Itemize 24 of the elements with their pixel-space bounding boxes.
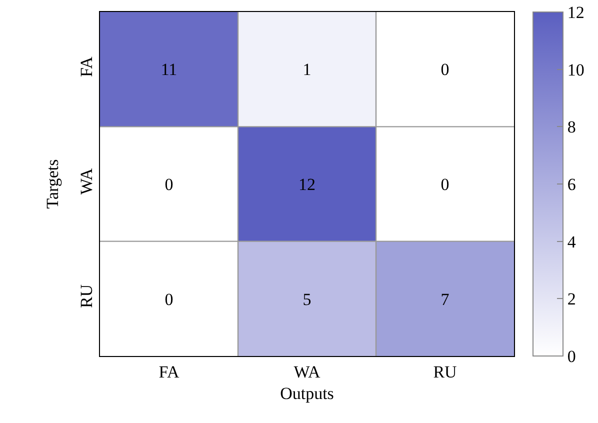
data-label: 0 — [164, 174, 174, 194]
data-label: 1 — [302, 60, 312, 79]
color-bar-label: 0 — [567, 346, 576, 366]
y-tick-label: FA — [77, 56, 96, 78]
color-bar-label: 4 — [567, 232, 576, 252]
y-axis-title: Targets — [42, 159, 62, 209]
data-label: 12 — [298, 174, 316, 194]
x-tick-label: WA — [294, 362, 321, 382]
x-tick-label: FA — [158, 362, 180, 382]
data-label: 5 — [302, 290, 312, 309]
color-bar-label: 10 — [567, 60, 584, 80]
x-tick-label: RU — [433, 362, 457, 382]
data-label: 11 — [160, 60, 178, 79]
data-label: 0 — [440, 60, 450, 79]
x-axis-title: Outputs — [280, 384, 334, 403]
y-tick-label: RU — [77, 284, 96, 308]
color-bar-label: 8 — [567, 118, 576, 137]
data-label: 0 — [164, 290, 174, 309]
y-tick-label: WA — [77, 168, 96, 195]
data-label: 7 — [440, 290, 450, 309]
color-bar-label: 2 — [567, 290, 576, 309]
data-label: 0 — [440, 174, 450, 194]
color-bar-label: 6 — [567, 174, 576, 194]
color-bar-label: 12 — [567, 2, 584, 22]
